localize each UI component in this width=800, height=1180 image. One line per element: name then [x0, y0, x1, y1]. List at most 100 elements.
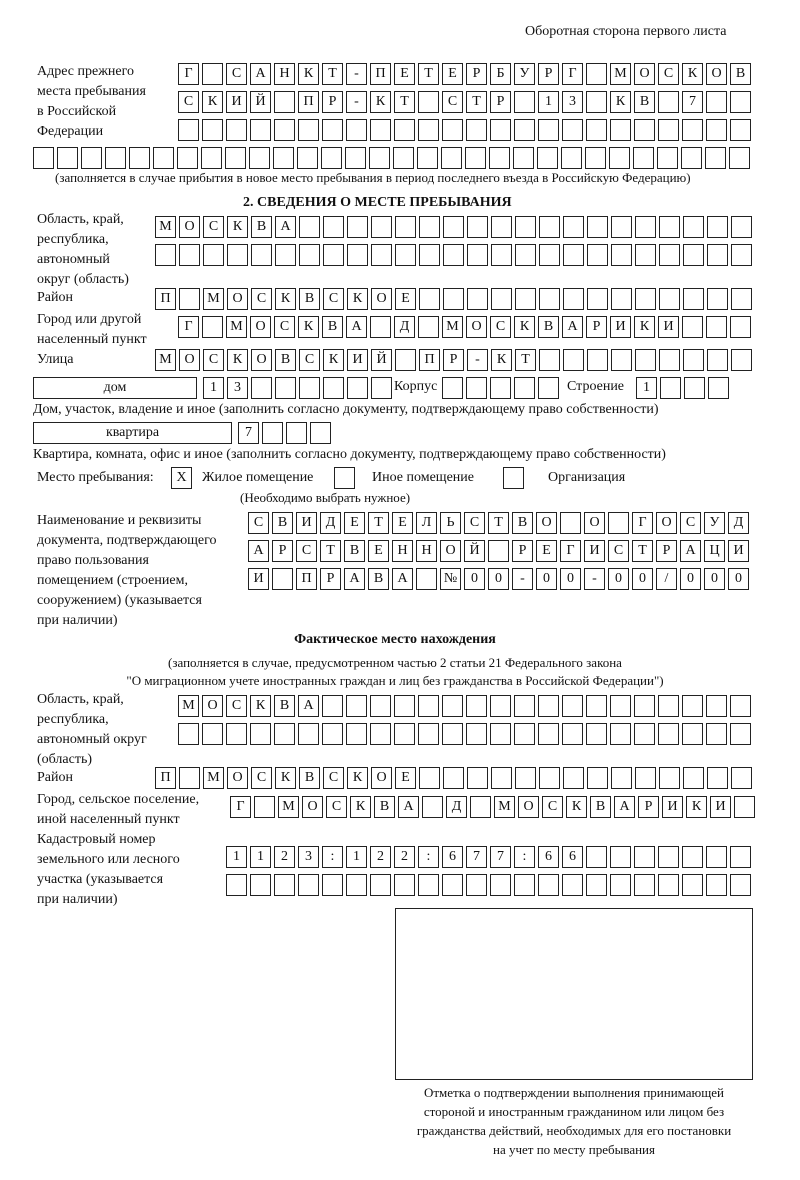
char-cell[interactable]: [467, 216, 488, 238]
char-cell[interactable]: [705, 147, 726, 169]
char-cell[interactable]: О: [656, 512, 677, 534]
char-cell[interactable]: 6: [562, 846, 583, 868]
char-cell[interactable]: [587, 349, 608, 371]
char-cell[interactable]: Е: [536, 540, 557, 562]
char-cell[interactable]: О: [518, 796, 539, 818]
char-cell[interactable]: [658, 723, 679, 745]
char-cell[interactable]: И: [728, 540, 749, 562]
char-cell[interactable]: [179, 288, 200, 310]
char-cell[interactable]: [683, 216, 704, 238]
char-cell[interactable]: Д: [394, 316, 415, 338]
char-cell[interactable]: К: [298, 63, 319, 85]
char-cell[interactable]: [562, 723, 583, 745]
char-cell[interactable]: М: [610, 63, 631, 85]
char-cell[interactable]: Е: [394, 63, 415, 85]
char-cell[interactable]: О: [371, 288, 392, 310]
char-cell[interactable]: И: [662, 796, 683, 818]
char-cell[interactable]: [202, 119, 223, 141]
char-cell[interactable]: [442, 695, 463, 717]
char-cell[interactable]: -: [467, 349, 488, 371]
char-cell[interactable]: [395, 244, 416, 266]
char-cell[interactable]: 3: [298, 846, 319, 868]
char-cell[interactable]: [610, 695, 631, 717]
char-cell[interactable]: Л: [416, 512, 437, 534]
char-cell[interactable]: [683, 288, 704, 310]
char-cell[interactable]: П: [155, 767, 176, 789]
char-cell[interactable]: [609, 147, 630, 169]
char-cell[interactable]: [706, 695, 727, 717]
char-cell[interactable]: С: [658, 63, 679, 85]
char-cell[interactable]: С: [203, 349, 224, 371]
char-cell[interactable]: [734, 796, 755, 818]
char-cell[interactable]: Е: [395, 767, 416, 789]
char-cell[interactable]: М: [442, 316, 463, 338]
char-cell[interactable]: М: [203, 288, 224, 310]
char-cell[interactable]: С: [299, 349, 320, 371]
char-cell[interactable]: [490, 723, 511, 745]
char-cell[interactable]: [683, 349, 704, 371]
char-cell[interactable]: [562, 695, 583, 717]
char-cell[interactable]: Р: [490, 91, 511, 113]
char-cell[interactable]: 0: [536, 568, 557, 590]
char-cell[interactable]: [659, 244, 680, 266]
char-cell[interactable]: [488, 540, 509, 562]
char-cell[interactable]: [513, 147, 534, 169]
char-cell[interactable]: [347, 244, 368, 266]
char-cell[interactable]: [514, 874, 535, 896]
char-cell[interactable]: [586, 846, 607, 868]
char-cell[interactable]: [370, 695, 391, 717]
char-cell[interactable]: [633, 147, 654, 169]
char-cell[interactable]: [659, 216, 680, 238]
char-cell[interactable]: Й: [371, 349, 392, 371]
char-cell[interactable]: [418, 695, 439, 717]
char-cell[interactable]: [419, 767, 440, 789]
char-cell[interactable]: И: [710, 796, 731, 818]
char-cell[interactable]: [491, 288, 512, 310]
apt-type-field[interactable]: квартира: [33, 422, 232, 444]
char-cell[interactable]: И: [226, 91, 247, 113]
char-cell[interactable]: [299, 377, 320, 399]
char-cell[interactable]: [274, 119, 295, 141]
char-cell[interactable]: [563, 349, 584, 371]
char-cell[interactable]: [322, 695, 343, 717]
char-cell[interactable]: Т: [632, 540, 653, 562]
char-cell[interactable]: [371, 377, 392, 399]
char-cell[interactable]: [299, 216, 320, 238]
char-cell[interactable]: [657, 147, 678, 169]
char-cell[interactable]: [586, 91, 607, 113]
char-cell[interactable]: [730, 316, 751, 338]
char-cell[interactable]: [611, 216, 632, 238]
char-cell[interactable]: 1: [250, 846, 271, 868]
char-cell[interactable]: С: [248, 512, 269, 534]
char-cell[interactable]: Н: [416, 540, 437, 562]
char-cell[interactable]: №: [440, 568, 461, 590]
char-cell[interactable]: [706, 316, 727, 338]
char-cell[interactable]: [466, 723, 487, 745]
char-cell[interactable]: [587, 244, 608, 266]
char-cell[interactable]: [346, 695, 367, 717]
char-cell[interactable]: [610, 723, 631, 745]
char-cell[interactable]: 3: [227, 377, 248, 399]
char-cell[interactable]: 2: [394, 846, 415, 868]
char-cell[interactable]: Г: [178, 63, 199, 85]
char-cell[interactable]: [298, 119, 319, 141]
char-cell[interactable]: [658, 695, 679, 717]
char-cell[interactable]: С: [326, 796, 347, 818]
char-cell[interactable]: 2: [370, 846, 391, 868]
char-cell[interactable]: [707, 244, 728, 266]
char-cell[interactable]: [347, 377, 368, 399]
char-cell[interactable]: [658, 846, 679, 868]
char-cell[interactable]: А: [392, 568, 413, 590]
char-cell[interactable]: Р: [512, 540, 533, 562]
char-cell[interactable]: [635, 244, 656, 266]
char-cell[interactable]: Г: [178, 316, 199, 338]
char-cell[interactable]: Т: [418, 63, 439, 85]
char-cell[interactable]: [682, 695, 703, 717]
char-cell[interactable]: В: [322, 316, 343, 338]
char-cell[interactable]: [563, 216, 584, 238]
char-cell[interactable]: [707, 216, 728, 238]
char-cell[interactable]: К: [566, 796, 587, 818]
char-cell[interactable]: 3: [562, 91, 583, 113]
char-cell[interactable]: [250, 723, 271, 745]
char-cell[interactable]: [177, 147, 198, 169]
